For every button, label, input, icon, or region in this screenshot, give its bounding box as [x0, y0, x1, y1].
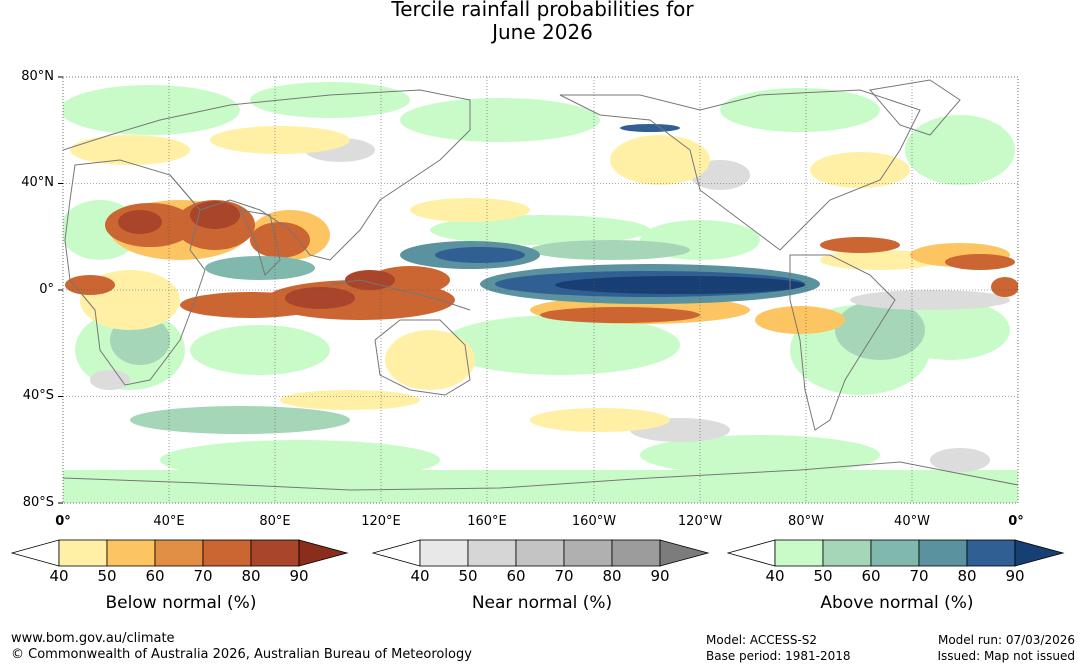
- lon-label-160w: 160°W: [571, 514, 617, 529]
- colorbar-swatch-4: [611, 539, 661, 567]
- colorbar-swatch-4: [250, 539, 300, 567]
- lon-label-0: 0°: [55, 514, 71, 529]
- below-normal-strong-regions: [65, 200, 1018, 323]
- footer-issued: Issued: Map not issued: [937, 649, 1075, 663]
- lon-label-160e: 160°E: [467, 514, 507, 529]
- above-normal-moderate-regions: [110, 240, 925, 434]
- lon-label-0-east: 0°: [1008, 514, 1024, 529]
- legend-tick-40: 40: [765, 567, 785, 585]
- coastlines: [63, 79, 1018, 491]
- legend-tick-60: 60: [861, 567, 881, 585]
- lat-label-0: 0°: [39, 282, 54, 297]
- colorbar-swatch-3: [202, 539, 252, 567]
- lon-label-80e: 80°E: [259, 514, 291, 529]
- legend-tick-40: 40: [49, 567, 69, 585]
- map-title-line1: Tercile rainfall probabilities for: [391, 0, 694, 21]
- legend-tick-80: 80: [957, 567, 977, 585]
- graticule: [63, 77, 1018, 503]
- lat-label-40n: 40°N: [21, 175, 54, 190]
- legend-tick-50: 50: [813, 567, 833, 585]
- colorbar-above-normal: [727, 539, 1065, 567]
- legend-tick-80: 80: [602, 567, 622, 585]
- legend-tick-80: 80: [241, 567, 261, 585]
- footer-copyright: © Commonwealth of Australia 2026, Austra…: [11, 647, 472, 662]
- map-title-line2: June 2026: [492, 20, 593, 44]
- colorbar-swatch-1: [822, 539, 872, 567]
- lon-label-120e: 120°E: [361, 514, 401, 529]
- legend-tick-50: 50: [458, 567, 478, 585]
- legend-title-above-normal: Above normal (%): [820, 593, 974, 613]
- lon-label-40e: 40°E: [153, 514, 185, 529]
- above-normal-strong-regions: [205, 124, 820, 304]
- legend-tick-60: 60: [145, 567, 165, 585]
- legend-tick-50: 50: [97, 567, 117, 585]
- footer-model: Model: ACCESS-S2: [706, 633, 818, 647]
- colorbar-swatch-2: [870, 539, 920, 567]
- lon-label-120w: 120°W: [677, 514, 723, 529]
- lat-label-80s: 80°S: [22, 495, 54, 510]
- colorbar-swatch-4: [966, 539, 1016, 567]
- lon-label-40w: 40°W: [894, 514, 930, 529]
- colorbar-swatch-0: [419, 539, 469, 567]
- legend-tick-70: 70: [554, 567, 574, 585]
- footer-url[interactable]: www.bom.gov.au/climate: [11, 631, 175, 646]
- colorbar-swatch-5: [659, 539, 710, 567]
- legend-title-below-normal: Below normal (%): [105, 593, 257, 613]
- below-normal-weak-regions: [70, 126, 940, 432]
- lat-label-80n: 80°N: [21, 69, 54, 84]
- footer-model-run: Model run: 07/03/2026: [937, 633, 1075, 647]
- legend-tick-90: 90: [650, 567, 670, 585]
- legend-tick-70: 70: [909, 567, 929, 585]
- colorbar-swatch-3: [918, 539, 968, 567]
- colorbar-swatch-1: [106, 539, 156, 567]
- colorbar-swatch-5: [1014, 539, 1065, 567]
- colorbar-swatch-2: [515, 539, 565, 567]
- lat-label-40s: 40°S: [22, 388, 54, 403]
- legend-tick-90: 90: [1005, 567, 1025, 585]
- legend-tick-70: 70: [193, 567, 213, 585]
- lon-label-80w: 80°W: [788, 514, 824, 529]
- legend-tick-90: 90: [289, 567, 309, 585]
- colorbar-swatch-0: [774, 539, 824, 567]
- colorbar-swatch-2: [154, 539, 204, 567]
- colorbar-below-normal: [11, 539, 349, 567]
- colorbar-swatch-1: [467, 539, 517, 567]
- colorbar-swatch-5: [298, 539, 349, 567]
- footer-base-period: Base period: 1981-2018: [706, 649, 851, 663]
- below-normal-very-strong-regions: [118, 201, 395, 309]
- legend-title-near-normal: Near normal (%): [471, 593, 613, 613]
- colorbar-swatch-0: [58, 539, 108, 567]
- legend-tick-60: 60: [506, 567, 526, 585]
- legend-tick-40: 40: [410, 567, 430, 585]
- colorbar-near-normal: [372, 539, 710, 567]
- colorbar-swatch-3: [563, 539, 613, 567]
